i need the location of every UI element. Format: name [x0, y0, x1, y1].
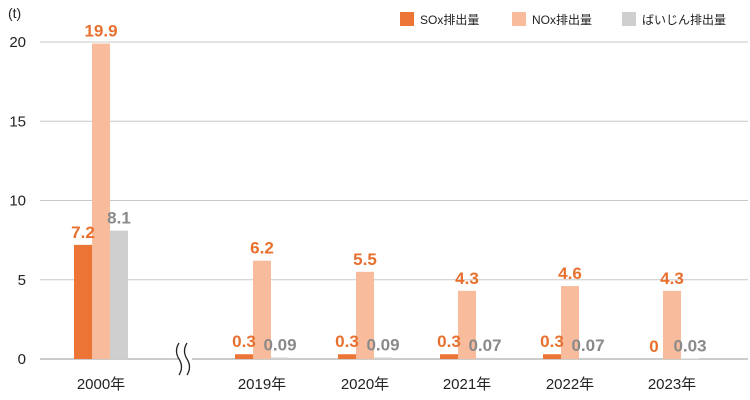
data-label: 0.3 [437, 332, 461, 351]
data-label: 4.3 [455, 269, 479, 288]
data-label: 6.2 [250, 239, 274, 258]
data-label: 0.3 [335, 332, 359, 351]
bar-nox [561, 286, 579, 359]
legend-swatch [512, 12, 526, 26]
y-tick-label: 15 [9, 113, 26, 130]
y-axis-unit-label: (t) [8, 5, 21, 21]
axis-break-line [183, 342, 191, 376]
data-label: 19.9 [84, 22, 117, 41]
y-tick-label: 10 [9, 193, 26, 210]
bar-dust [374, 357, 392, 359]
data-label: 0.03 [673, 337, 706, 356]
axis-break-icon [175, 340, 192, 378]
bar-nox [458, 290, 476, 359]
x-category-label: 2000年 [77, 376, 125, 393]
data-label: 0 [649, 337, 658, 356]
x-category-label: 2023年 [648, 376, 696, 393]
data-label: 4.6 [558, 264, 582, 283]
y-tick-label: 20 [9, 34, 26, 51]
legend-label: NOx排出量 [532, 13, 592, 27]
data-label: 0.07 [468, 336, 501, 355]
data-label: 8.1 [107, 209, 131, 228]
bar-dust [271, 357, 289, 359]
legend-swatch [400, 12, 414, 26]
bar-dust [110, 230, 128, 359]
x-category-label: 2021年 [443, 376, 491, 393]
x-axis-categories: 2000年 2019年 2020年 2021年 2022年 2023年 [77, 376, 696, 393]
data-labels: 7.2 0.3 0.3 0.3 0.3 0 19.9 6.2 5.5 4.3 4.6 4.3 8.1 0.… [71, 22, 706, 356]
bar-nox [253, 260, 271, 359]
legend-swatch [622, 12, 636, 26]
y-tick-label: 5 [18, 272, 26, 289]
legend-label: SOx排出量 [420, 13, 479, 27]
x-category-label: 2019年 [238, 376, 286, 393]
bar-nox [92, 43, 110, 360]
gridlines [40, 41, 748, 360]
data-label: 5.5 [353, 250, 377, 269]
y-axis-ticks: 0 5 10 15 20 [9, 34, 26, 368]
legend: SOx排出量 NOx排出量 ばいじん排出量 [400, 12, 726, 27]
bar-sox [235, 354, 253, 359]
x-category-label: 2022年 [546, 376, 594, 393]
data-label: 0.3 [540, 332, 564, 351]
bars [74, 43, 699, 360]
data-label: 0.09 [366, 336, 399, 355]
bar-sox [543, 354, 561, 359]
bar-dust [579, 357, 597, 359]
x-category-label: 2020年 [341, 376, 389, 393]
bar-sox [338, 354, 356, 359]
data-label: 0.09 [263, 336, 296, 355]
y-tick-label: 0 [18, 351, 26, 368]
bar-sox [440, 354, 458, 359]
data-label: 7.2 [71, 223, 95, 242]
data-label: 0.07 [571, 336, 604, 355]
bar-nox [356, 271, 374, 359]
bar-sox [74, 244, 92, 359]
legend-label: ばいじん排出量 [642, 13, 726, 27]
data-label: 4.3 [660, 269, 684, 288]
axis-break-line [175, 342, 183, 376]
bar-nox [663, 290, 681, 359]
data-label: 0.3 [232, 332, 256, 351]
bar-dust [476, 357, 494, 359]
